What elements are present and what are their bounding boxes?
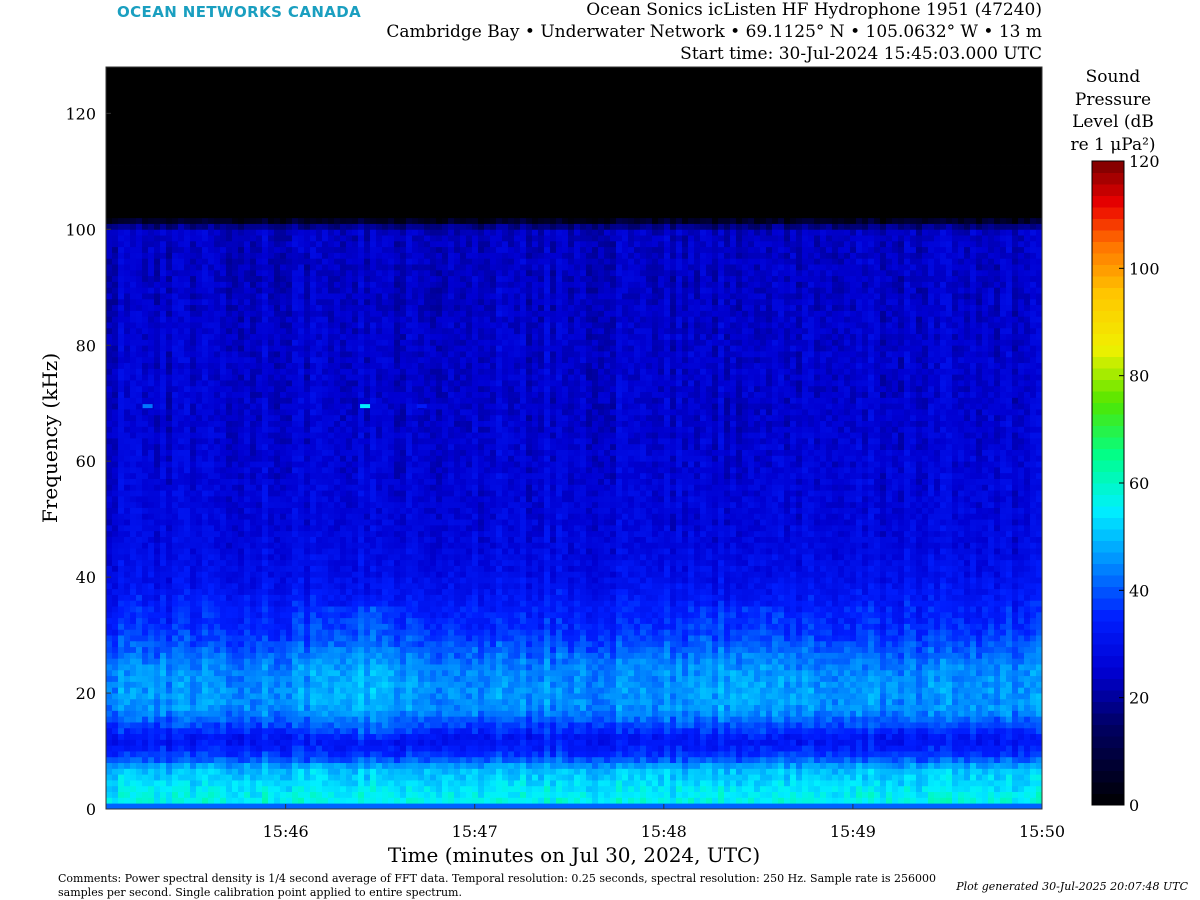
colorbar-tick-label: 40 [1129,581,1149,600]
colorbar-segment [1092,609,1124,622]
colorbar-segment [1092,563,1124,576]
colorbar-segment [1092,552,1124,564]
y-tick-label: 100 [65,220,96,239]
colorbar-segment [1092,299,1124,311]
colorbar-segment [1092,575,1124,587]
colorbar-segment [1092,207,1124,219]
tonal-mark [360,404,371,409]
colorbar-segment [1092,770,1124,783]
colorbar-segment [1092,506,1124,518]
colorbar-segment [1092,402,1124,415]
colorbar-tick-label: 60 [1129,474,1149,493]
plot-frame [105,66,1043,810]
colorbar-segment [1092,747,1124,760]
colorbar-title: Sound Pressure Level (dB re 1 μPa²) [1058,66,1168,156]
y-tick-label: 20 [76,684,96,703]
colorbar-tick-label: 100 [1129,259,1160,278]
y-axis: 0 20 40 60 80 100 120 [65,104,111,819]
colorbar-segment [1092,655,1124,668]
colorbar-title-line: Pressure [1058,89,1168,112]
colorbar-tick-label: 0 [1129,796,1139,815]
colorbar-segment [1092,621,1124,633]
colorbar-segment [1092,356,1124,369]
colorbar-segment [1092,713,1124,725]
start-time-line: Start time: 30-Jul-2024 15:45:03.000 UTC [680,44,1042,64]
colorbar-segment [1092,517,1124,530]
y-tick-label: 120 [65,104,96,123]
colorbar-segment [1092,310,1124,323]
colorbar-segment [1092,195,1124,208]
colorbar-segment [1092,701,1124,714]
colorbar-segment [1092,276,1124,288]
colorbar-segment [1092,736,1124,748]
colorbar-segment [1092,333,1124,346]
x-tick-label: 15:50 [1019,822,1065,841]
colorbar-title-line: Sound [1058,66,1168,89]
colorbar-segment [1092,414,1124,426]
x-tick-label: 15:47 [452,822,498,841]
colorbar-segment [1092,632,1124,645]
colorbar-segment [1092,782,1124,794]
generated-timestamp: Plot generated 30-Jul-2025 20:07:48 UTC [956,880,1188,893]
comments-note: Comments: Power spectral density is 1/4 … [58,872,948,900]
colorbar-segment [1092,483,1124,495]
colorbar-segment [1092,793,1124,806]
tonal-mark [142,404,153,409]
colorbar-segment [1092,690,1124,702]
instrument-title: Ocean Sonics icListen HF Hydrophone 1951… [586,0,1042,20]
colorbar-tick-label: 80 [1129,367,1149,386]
colorbar-segment [1092,667,1124,679]
colorbar-tick-label: 120 [1129,152,1160,171]
colorbar-title-line: re 1 μPa²) [1058,134,1168,157]
colorbar-segment [1092,230,1124,242]
colorbar-segment [1092,379,1124,392]
colorbar-segment [1092,253,1124,265]
colorbar-tick-label: 20 [1129,689,1149,708]
y-tick-label: 60 [76,452,96,471]
location-line: Cambridge Bay • Underwater Network • 69.… [386,22,1042,42]
colorbar-segment [1092,425,1124,438]
onc-logo-text: OCEAN NETWORKS CANADA [117,3,361,21]
colorbar-segment [1092,264,1124,277]
colorbar-segment [1092,448,1124,461]
colorbar-segment [1092,368,1124,380]
colorbar-segment [1092,529,1124,541]
colorbar-segment [1092,460,1124,472]
colorbar-segment [1092,644,1124,656]
colorbar-segment [1092,345,1124,357]
colorbar-segment [1092,184,1124,196]
y-tick-label: 40 [76,568,96,587]
colorbar-segment [1092,759,1124,771]
colorbar: 0 20 40 60 80 100 120 [1091,152,1160,815]
y-axis-title: Frequency (kHz) [38,353,62,523]
x-axis-title: Time (minutes on Jul 30, 2024, UTC) [388,843,760,867]
colorbar-segment [1092,322,1124,334]
x-axis: 15:46 15:47 15:48 15:49 15:50 [263,804,1065,841]
y-tick-label: 80 [76,336,96,355]
colorbar-segment [1092,161,1124,173]
colorbar-segment [1092,598,1124,610]
colorbar-title-line: Level (dB [1058,111,1168,134]
colorbar-segment [1092,494,1124,507]
x-tick-label: 15:49 [830,822,876,841]
colorbar-segment [1092,724,1124,737]
colorbar-segment [1092,471,1124,484]
y-tick-label: 0 [86,800,96,819]
colorbar-segment [1092,218,1124,231]
x-tick-label: 15:46 [263,822,309,841]
colorbar-segment [1092,437,1124,449]
colorbar-segment [1092,540,1124,553]
colorbar-segment [1092,172,1124,185]
colorbar-segment [1092,586,1124,599]
colorbar-segment [1092,287,1124,300]
colorbar-segment [1092,678,1124,691]
spectrogram-image [106,67,1043,810]
x-tick-label: 15:48 [641,822,687,841]
colorbar-segment [1092,391,1124,403]
colorbar-segment [1092,241,1124,254]
tonal-mark [416,404,427,409]
plot-area [106,67,1043,810]
